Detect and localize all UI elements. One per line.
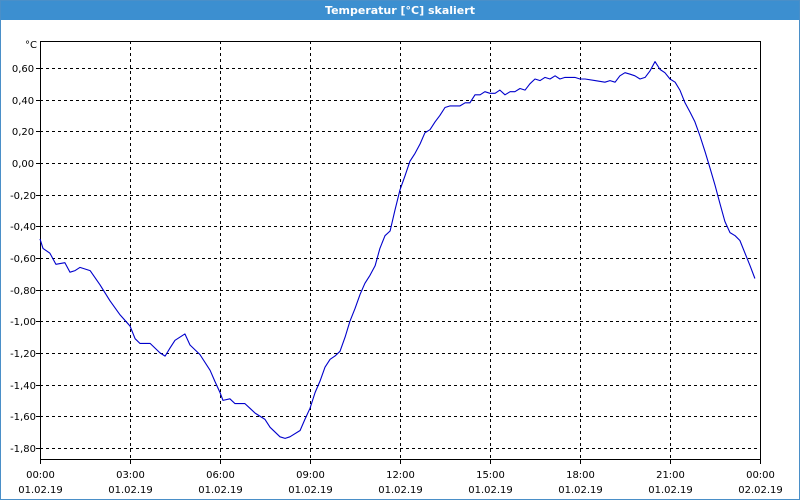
y-tick-label: -1,20 bbox=[10, 349, 36, 360]
y-axis-unit-label: °C bbox=[25, 40, 37, 51]
x-tick-time-label: 12:00 bbox=[386, 470, 415, 481]
y-tick-label: 0,60 bbox=[12, 64, 34, 75]
y-tick-label: -1,00 bbox=[10, 317, 36, 328]
y-tick-label: -0,20 bbox=[10, 191, 36, 202]
x-tick-time-label: 15:00 bbox=[476, 470, 505, 481]
x-tick-date-label: 01.02.19 bbox=[288, 485, 333, 496]
x-tick-date-label: 01.02.19 bbox=[108, 485, 153, 496]
x-tick-time-label: 00:00 bbox=[26, 470, 55, 481]
y-tick-label: -1,80 bbox=[10, 444, 36, 455]
x-tick-date-label: 01.02.19 bbox=[378, 485, 423, 496]
y-tick-label: -0,80 bbox=[10, 286, 36, 297]
y-tick-label: -1,40 bbox=[10, 381, 36, 392]
y-tick-label: 0,00 bbox=[12, 159, 34, 170]
temperature-series-line bbox=[39, 61, 756, 439]
x-tick-time-label: 09:00 bbox=[296, 470, 325, 481]
window-title: Temperatur [°C] skaliert bbox=[1, 1, 799, 20]
y-tick-label: 0,40 bbox=[12, 96, 34, 107]
x-tick-time-label: 06:00 bbox=[206, 470, 235, 481]
x-tick-date-label: 01.02.19 bbox=[648, 485, 693, 496]
y-tick-label: -0,60 bbox=[10, 254, 36, 265]
y-tick-label: -0,40 bbox=[10, 222, 36, 233]
x-tick-time-label: 18:00 bbox=[566, 470, 595, 481]
x-tick-time-label: 00:00 bbox=[746, 470, 775, 481]
x-tick-date-label: 01.02.19 bbox=[198, 485, 243, 496]
y-tick-label: -1,60 bbox=[10, 412, 36, 423]
x-tick-date-label: 02.02.19 bbox=[738, 485, 783, 496]
y-tick-label: 0,20 bbox=[12, 127, 34, 138]
x-tick-date-label: 01.02.19 bbox=[18, 485, 63, 496]
x-tick-time-label: 21:00 bbox=[656, 470, 685, 481]
x-tick-date-label: 01.02.19 bbox=[558, 485, 603, 496]
x-tick-date-label: 01.02.19 bbox=[468, 485, 513, 496]
x-tick-time-label: 03:00 bbox=[116, 470, 145, 481]
